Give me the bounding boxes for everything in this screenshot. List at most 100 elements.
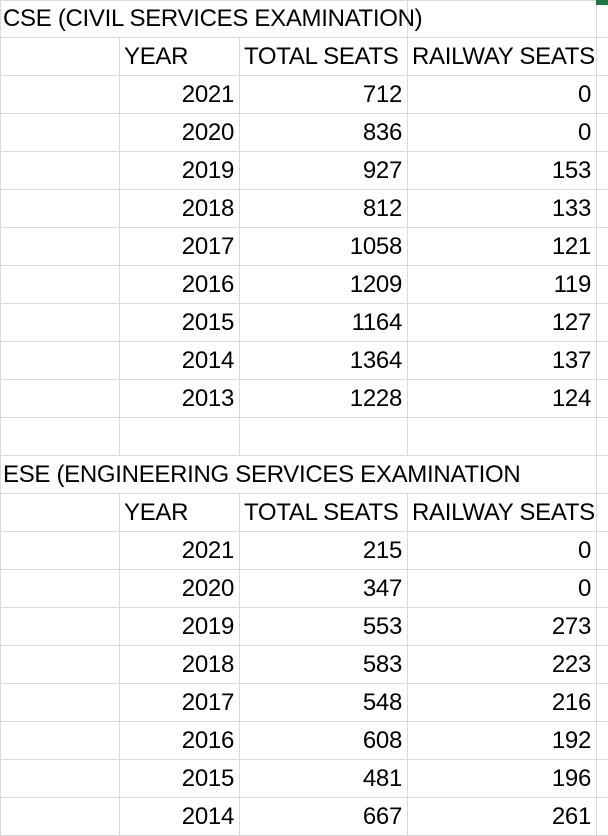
empty-cell[interactable] bbox=[0, 532, 120, 570]
empty-cell[interactable] bbox=[0, 418, 120, 456]
empty-cell[interactable] bbox=[597, 798, 608, 836]
year-cell[interactable]: 2014 bbox=[120, 342, 240, 380]
empty-cell[interactable] bbox=[597, 456, 608, 494]
railway-seats-cell[interactable]: 0 bbox=[408, 570, 597, 608]
empty-cell[interactable] bbox=[597, 380, 608, 418]
year-cell[interactable]: 2020 bbox=[120, 114, 240, 152]
railway-seats-cell[interactable]: 0 bbox=[408, 114, 597, 152]
empty-cell[interactable] bbox=[597, 494, 608, 532]
railway-seats-cell[interactable]: 192 bbox=[408, 722, 597, 760]
empty-cell[interactable] bbox=[0, 608, 120, 646]
cse-col-header-total-seats[interactable]: TOTAL SEATS bbox=[240, 38, 408, 76]
empty-cell[interactable] bbox=[0, 570, 120, 608]
total-seats-cell[interactable]: 347 bbox=[240, 570, 408, 608]
year-cell[interactable]: 2013 bbox=[120, 380, 240, 418]
empty-cell[interactable] bbox=[0, 798, 120, 836]
empty-cell[interactable] bbox=[597, 608, 608, 646]
empty-cell[interactable] bbox=[0, 38, 120, 76]
empty-cell[interactable] bbox=[0, 494, 120, 532]
empty-cell[interactable] bbox=[597, 38, 608, 76]
empty-cell[interactable] bbox=[0, 304, 120, 342]
railway-seats-cell[interactable]: 0 bbox=[408, 76, 597, 114]
railway-seats-cell[interactable]: 261 bbox=[408, 798, 597, 836]
empty-cell[interactable] bbox=[597, 418, 608, 456]
railway-seats-cell[interactable]: 133 bbox=[408, 190, 597, 228]
railway-seats-cell[interactable]: 216 bbox=[408, 684, 597, 722]
year-cell[interactable]: 2015 bbox=[120, 760, 240, 798]
year-cell[interactable]: 2020 bbox=[120, 570, 240, 608]
empty-cell[interactable] bbox=[120, 418, 240, 456]
empty-cell[interactable] bbox=[408, 418, 597, 456]
total-seats-cell[interactable]: 667 bbox=[240, 798, 408, 836]
empty-cell[interactable] bbox=[597, 114, 608, 152]
railway-seats-cell[interactable]: 196 bbox=[408, 760, 597, 798]
total-seats-cell[interactable]: 1364 bbox=[240, 342, 408, 380]
empty-cell[interactable] bbox=[597, 646, 608, 684]
ese-col-header-year[interactable]: YEAR bbox=[120, 494, 240, 532]
year-cell[interactable]: 2017 bbox=[120, 684, 240, 722]
empty-cell[interactable] bbox=[597, 722, 608, 760]
empty-cell[interactable] bbox=[0, 722, 120, 760]
total-seats-cell[interactable]: 712 bbox=[240, 76, 408, 114]
empty-cell[interactable] bbox=[597, 532, 608, 570]
year-cell[interactable]: 2016 bbox=[120, 266, 240, 304]
total-seats-cell[interactable]: 608 bbox=[240, 722, 408, 760]
railway-seats-cell[interactable]: 273 bbox=[408, 608, 597, 646]
cse-title-cell[interactable]: CSE (CIVIL SERVICES EXAMINATION) bbox=[0, 0, 423, 38]
empty-cell[interactable] bbox=[0, 342, 120, 380]
cse-col-header-railway-seats[interactable]: RAILWAY SEATS bbox=[408, 38, 597, 76]
total-seats-cell[interactable]: 215 bbox=[240, 532, 408, 570]
year-cell[interactable]: 2018 bbox=[120, 190, 240, 228]
year-cell[interactable]: 2019 bbox=[120, 608, 240, 646]
year-cell[interactable]: 2016 bbox=[120, 722, 240, 760]
total-seats-cell[interactable]: 548 bbox=[240, 684, 408, 722]
total-seats-cell[interactable]: 553 bbox=[240, 608, 408, 646]
total-seats-cell[interactable]: 1228 bbox=[240, 380, 408, 418]
empty-cell[interactable] bbox=[597, 760, 608, 798]
empty-cell[interactable] bbox=[408, 0, 597, 38]
railway-seats-cell[interactable]: 0 bbox=[408, 532, 597, 570]
total-seats-cell[interactable]: 927 bbox=[240, 152, 408, 190]
total-seats-cell[interactable]: 481 bbox=[240, 760, 408, 798]
year-cell[interactable]: 2021 bbox=[120, 76, 240, 114]
year-cell[interactable]: 2015 bbox=[120, 304, 240, 342]
empty-cell[interactable] bbox=[0, 114, 120, 152]
total-seats-cell[interactable]: 1058 bbox=[240, 228, 408, 266]
empty-cell[interactable] bbox=[0, 76, 120, 114]
total-seats-cell[interactable]: 1209 bbox=[240, 266, 408, 304]
empty-cell[interactable] bbox=[0, 760, 120, 798]
empty-cell[interactable] bbox=[0, 228, 120, 266]
empty-cell[interactable] bbox=[597, 190, 608, 228]
year-cell[interactable]: 2021 bbox=[120, 532, 240, 570]
empty-cell[interactable] bbox=[0, 152, 120, 190]
total-seats-cell[interactable]: 583 bbox=[240, 646, 408, 684]
empty-cell[interactable] bbox=[597, 342, 608, 380]
total-seats-cell[interactable]: 812 bbox=[240, 190, 408, 228]
empty-cell[interactable] bbox=[597, 684, 608, 722]
year-cell[interactable]: 2017 bbox=[120, 228, 240, 266]
empty-cell[interactable] bbox=[0, 380, 120, 418]
year-cell[interactable]: 2018 bbox=[120, 646, 240, 684]
railway-seats-cell[interactable]: 153 bbox=[408, 152, 597, 190]
total-seats-cell[interactable]: 836 bbox=[240, 114, 408, 152]
railway-seats-cell[interactable]: 121 bbox=[408, 228, 597, 266]
empty-cell[interactable] bbox=[597, 152, 608, 190]
empty-cell[interactable] bbox=[597, 266, 608, 304]
railway-seats-cell[interactable]: 223 bbox=[408, 646, 597, 684]
ese-col-header-railway-seats[interactable]: RAILWAY SEATS bbox=[408, 494, 597, 532]
railway-seats-cell[interactable]: 127 bbox=[408, 304, 597, 342]
ese-title-cell[interactable]: ESE (ENGINEERING SERVICES EXAMINATION bbox=[0, 456, 597, 494]
empty-cell[interactable] bbox=[240, 418, 408, 456]
empty-cell[interactable] bbox=[597, 228, 608, 266]
empty-cell[interactable] bbox=[0, 190, 120, 228]
empty-cell[interactable] bbox=[0, 684, 120, 722]
cse-col-header-year[interactable]: YEAR bbox=[120, 38, 240, 76]
railway-seats-cell[interactable]: 119 bbox=[408, 266, 597, 304]
ese-col-header-total-seats[interactable]: TOTAL SEATS bbox=[240, 494, 408, 532]
empty-cell[interactable] bbox=[597, 0, 608, 38]
total-seats-cell[interactable]: 1164 bbox=[240, 304, 408, 342]
year-cell[interactable]: 2019 bbox=[120, 152, 240, 190]
year-cell[interactable]: 2014 bbox=[120, 798, 240, 836]
railway-seats-cell[interactable]: 124 bbox=[408, 380, 597, 418]
empty-cell[interactable] bbox=[597, 304, 608, 342]
